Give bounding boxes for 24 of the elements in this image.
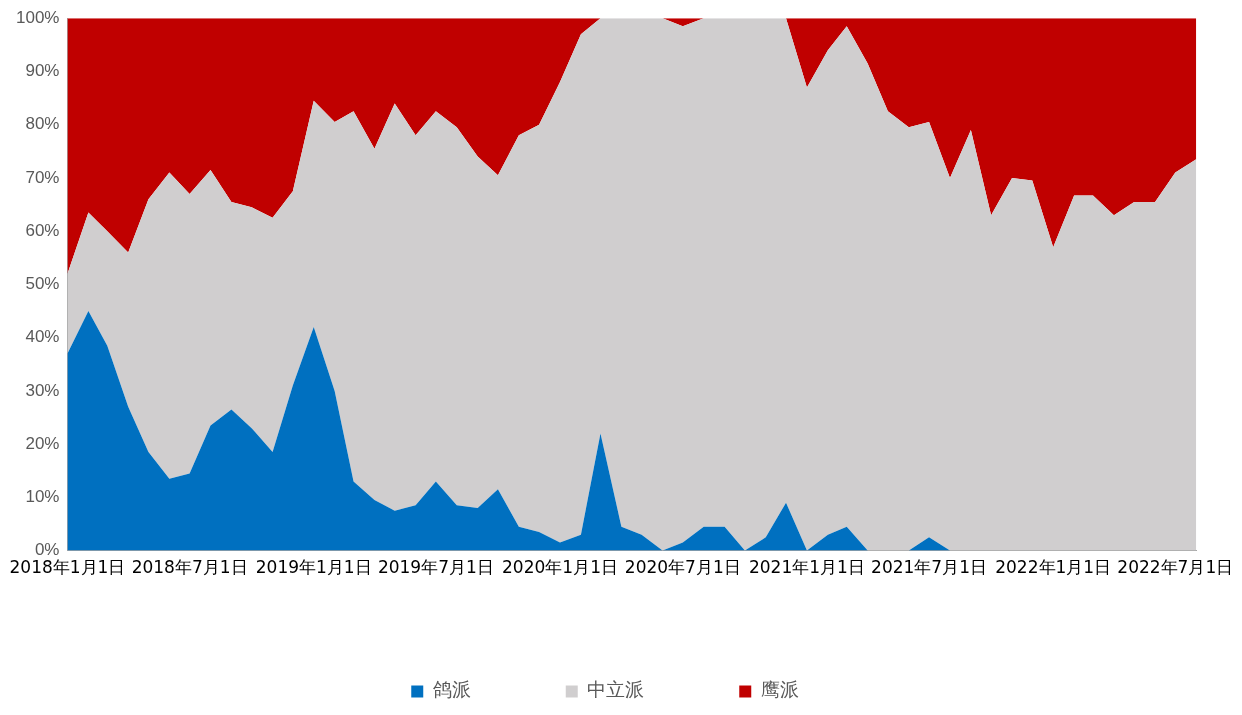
x-tick-label: 2019年1月1日 — [255, 557, 372, 578]
y-tick-label: 90% — [25, 61, 60, 81]
legend-label: 鸽派 — [432, 678, 471, 701]
y-tick-label: 30% — [25, 380, 60, 400]
y-tick-label: 40% — [25, 327, 60, 347]
y-tick-label: 10% — [25, 487, 60, 507]
x-tick-label: 2022年1月1日 — [995, 557, 1112, 578]
x-tick-label: 2021年1月1日 — [748, 557, 865, 578]
x-tick-label: 2019年7月1日 — [377, 557, 494, 578]
legend-label: 鹰派 — [760, 678, 799, 701]
x-tick-label: 2018年1月1日 — [9, 557, 126, 578]
y-tick-label: 20% — [25, 433, 60, 453]
y-tick-label: 0% — [34, 540, 60, 560]
x-tick-label: 2021年7月1日 — [871, 557, 987, 578]
x-tick-label: 2022年7月1日 — [1117, 557, 1234, 578]
y-tick-label: 100% — [16, 7, 60, 27]
y-tick-label: 70% — [25, 167, 60, 187]
y-tick-label: 60% — [25, 220, 60, 240]
y-tick-label: 50% — [25, 274, 60, 294]
x-tick-label: 2020年7月1日 — [624, 557, 741, 578]
legend-label: 中立派 — [587, 678, 645, 701]
y-tick-label: 80% — [25, 114, 60, 134]
x-tick-label: 2018年7月1日 — [131, 557, 248, 578]
x-tick-label: 2020年1月1日 — [502, 557, 618, 578]
